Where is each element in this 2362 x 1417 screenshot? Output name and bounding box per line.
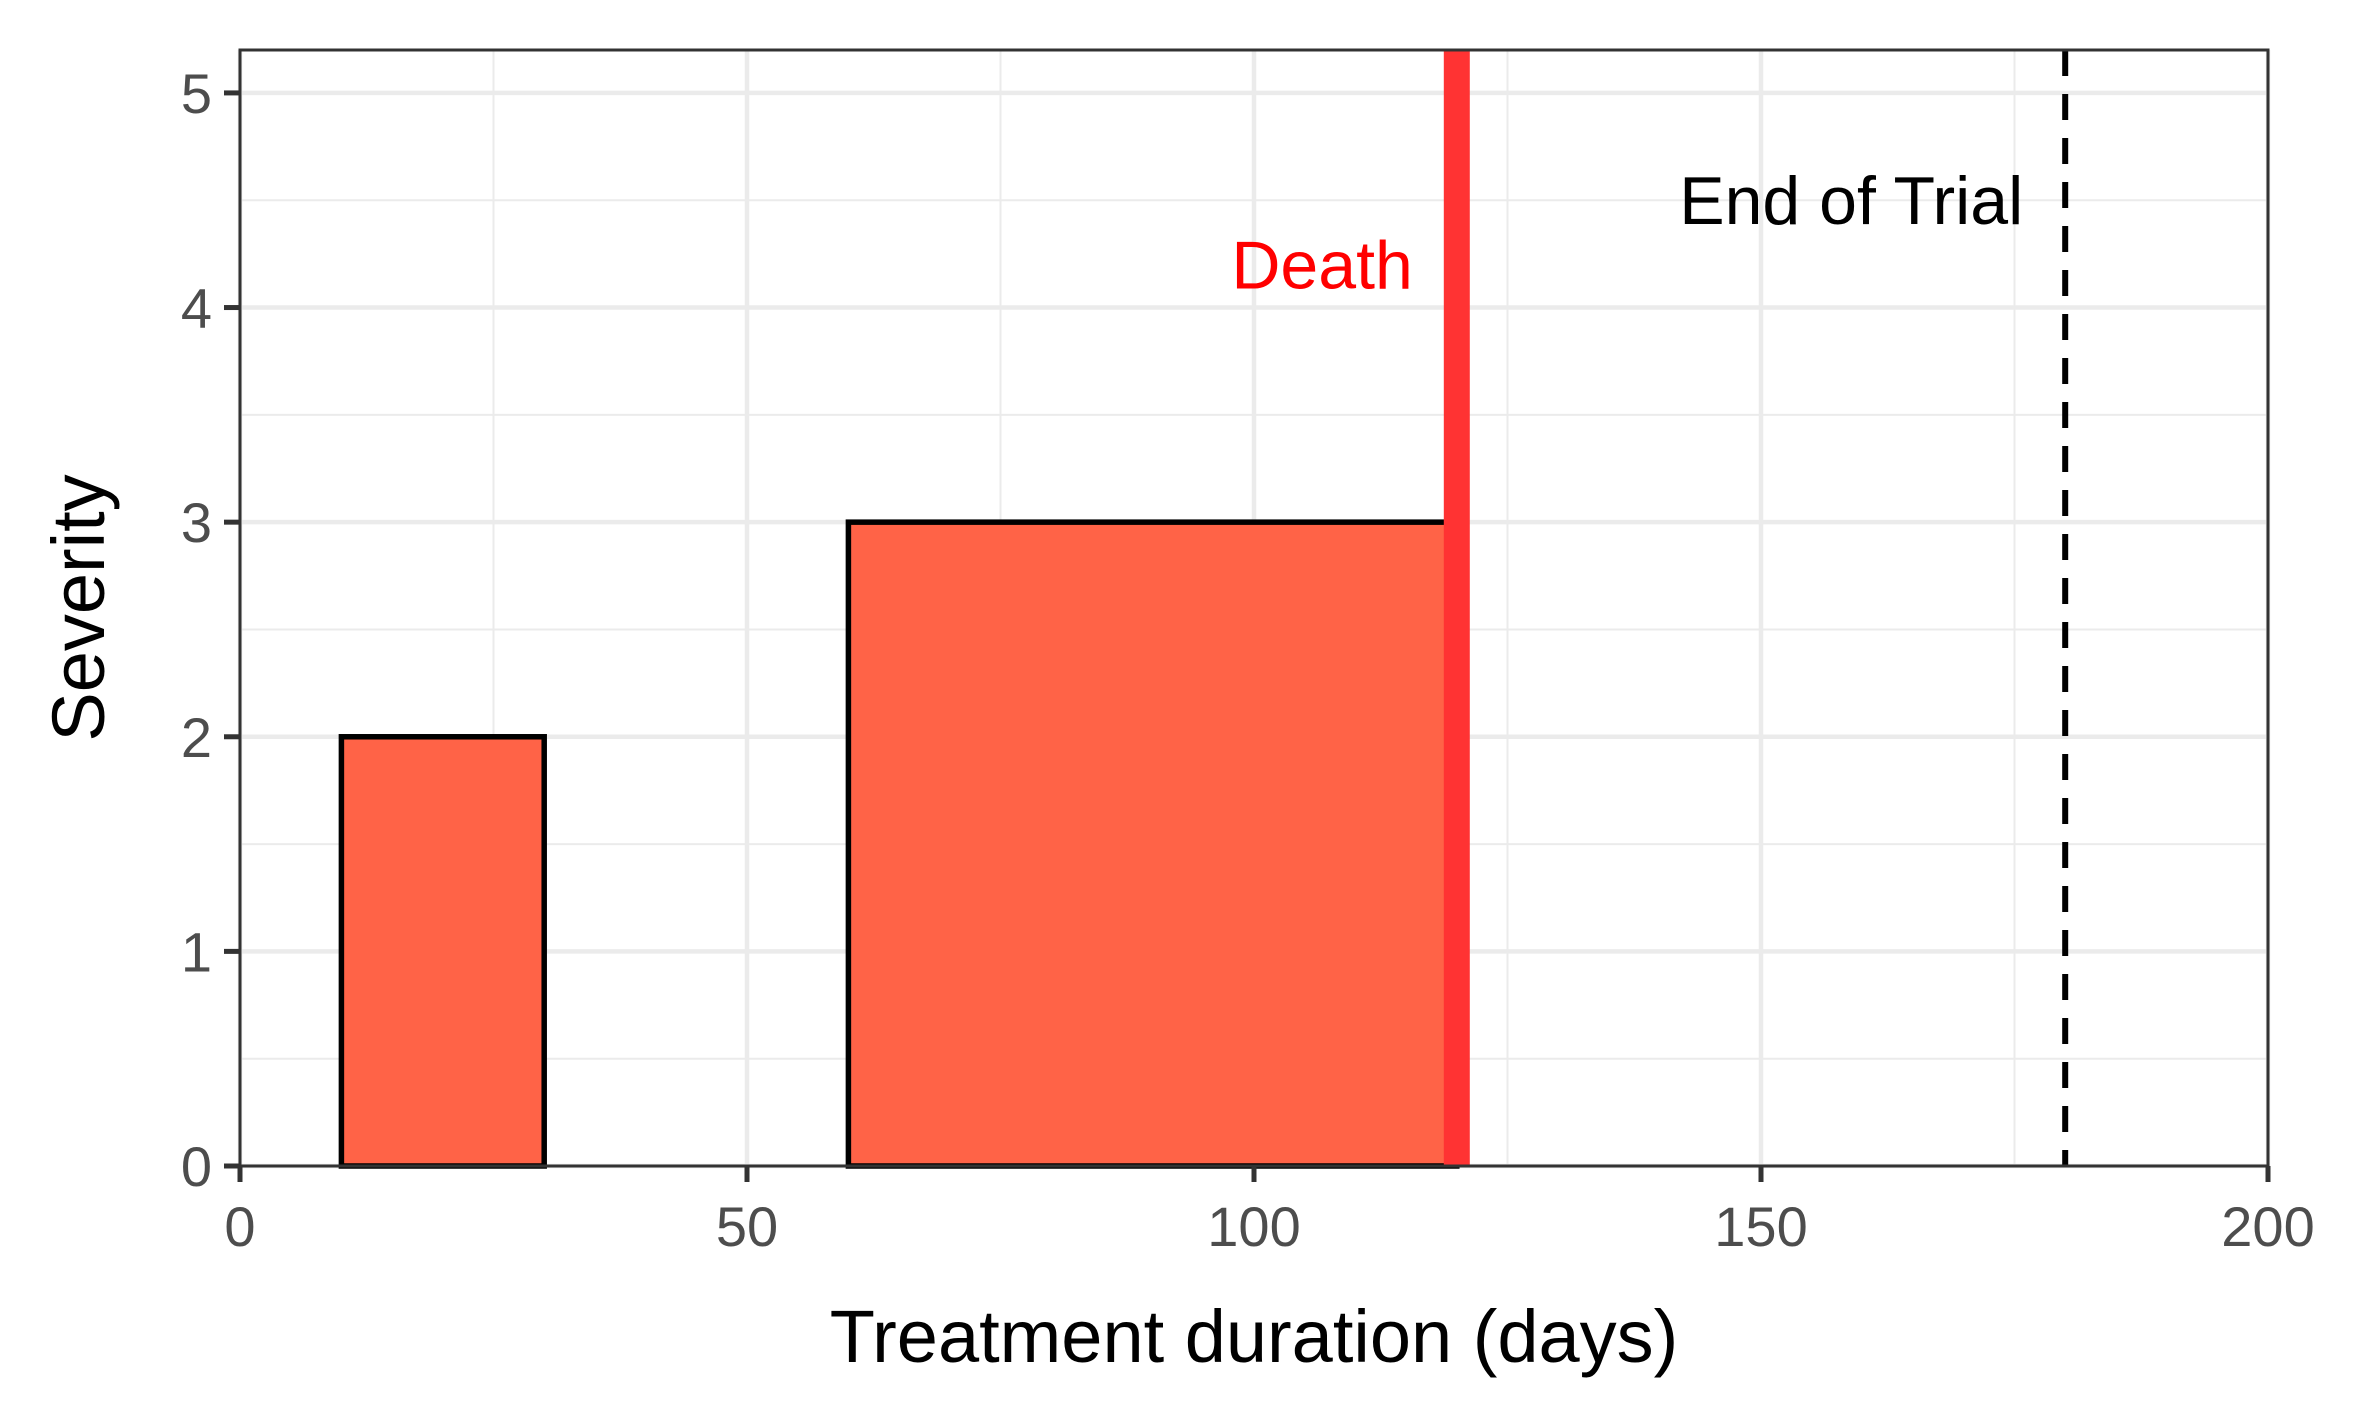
x-tick-label: 150 (1714, 1195, 1807, 1258)
x-tick-label: 0 (224, 1195, 255, 1258)
y-tick-label: 5 (181, 62, 212, 125)
bars (338, 519, 1460, 1169)
x-tick-label: 100 (1207, 1195, 1300, 1258)
y-tick-label: 1 (181, 920, 212, 983)
y-axis-title: Severity (37, 474, 120, 741)
bar-1 (338, 734, 547, 1169)
x-tick-label: 200 (2221, 1195, 2314, 1258)
reference-lines: Death End of Trial (1231, 50, 2069, 1166)
death-label: Death (1231, 228, 1412, 304)
y-tick-label: 2 (181, 706, 212, 769)
x-tick-label: 50 (716, 1195, 778, 1258)
x-axis: 0 50 100 150 200 (224, 1166, 2315, 1258)
y-tick-label: 0 (181, 1135, 212, 1198)
x-axis-title: Treatment duration (days) (830, 1295, 1679, 1378)
y-tick-label: 3 (181, 491, 212, 554)
y-tick-label: 4 (181, 277, 212, 340)
bar-2 (845, 519, 1460, 1169)
end-of-trial-label: End of Trial (1679, 163, 2023, 239)
y-axis: 0 1 2 3 4 5 (181, 62, 240, 1198)
